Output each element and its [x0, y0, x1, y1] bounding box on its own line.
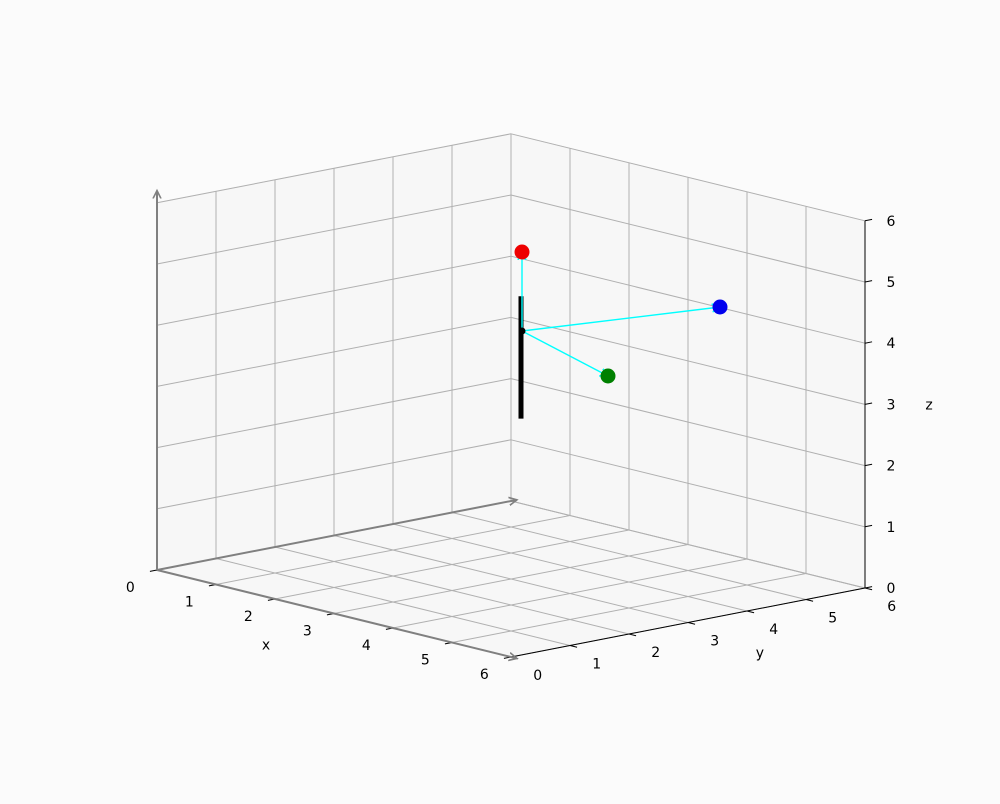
y-tick [628, 633, 637, 637]
x-axis-arrow [156, 569, 517, 658]
green-connector [521, 330, 608, 376]
gridline-floor-y [392, 523, 748, 612]
z-tick [864, 524, 873, 528]
data-series [514, 244, 728, 419]
z-tick-label: 4 [887, 336, 896, 352]
gridline-floor-y [215, 558, 571, 646]
z-tick [864, 463, 873, 467]
gridline-xz-horizontal [510, 378, 866, 467]
z-axis-label: z [925, 397, 932, 413]
x-tick-label: 1 [185, 595, 194, 611]
z-tick-label: 3 [887, 397, 896, 413]
gridline-floor-y [274, 546, 630, 635]
y-tick-label: 6 [887, 599, 896, 615]
y-tick-label: 3 [710, 634, 719, 650]
gridline-xz-horizontal [510, 255, 866, 344]
y-tick-label: 2 [651, 645, 660, 661]
gridline-yz-horizontal [156, 255, 512, 326]
x-tick [149, 569, 158, 572]
z-tick [864, 280, 873, 283]
blue-point [712, 299, 728, 315]
x-tick-label: 6 [480, 667, 489, 683]
y-tick [569, 645, 578, 648]
gridline-xz-horizontal [510, 194, 866, 283]
y-tick [864, 587, 873, 591]
y-tick [805, 599, 814, 602]
gridline-xz-horizontal [510, 133, 866, 222]
gridline-xz-horizontal [510, 316, 866, 405]
z-tick-label: 6 [887, 214, 896, 230]
y-tick-label: 0 [533, 668, 542, 684]
z-tick-label: 2 [887, 459, 896, 475]
y-tick [687, 622, 696, 625]
gridline-xz-horizontal [510, 500, 866, 589]
z-tick [864, 218, 873, 222]
gridline-yz-horizontal [156, 133, 512, 204]
x-tick-label: 0 [126, 580, 135, 596]
z-tick-label: 0 [887, 581, 896, 597]
x-tick-label: 3 [303, 624, 312, 640]
y-tick-label: 4 [769, 622, 778, 638]
y-axis-arrow [156, 500, 517, 571]
blue-connector [521, 307, 720, 332]
gridline-xz-horizontal [510, 439, 866, 528]
hub-point [518, 327, 526, 335]
x-tick-label: 5 [421, 653, 430, 669]
y-tick-label: 1 [592, 657, 601, 673]
x-axis-label: x [262, 638, 270, 654]
z-tick-label: 5 [887, 275, 896, 291]
red-point [514, 244, 530, 260]
z-tick [864, 402, 873, 405]
x-tick-label: 2 [244, 609, 253, 625]
gridline-floor-y [451, 512, 807, 600]
y-tick-label: 5 [828, 611, 837, 627]
x-tick-label: 4 [362, 638, 371, 654]
axis-arrows [157, 191, 517, 659]
gridline-yz-horizontal [156, 194, 512, 265]
gridline-yz-horizontal [156, 439, 512, 510]
gridline-floor-y [333, 535, 689, 623]
gridline-yz-horizontal [156, 316, 512, 387]
z-tick-label: 1 [887, 520, 896, 536]
y-axis-label: y [756, 646, 764, 662]
y-tick [746, 610, 755, 614]
z-tick [864, 586, 873, 589]
tick-labels: 0 1 2 3 4 5 6 0 1 2 3 4 5 6 0 1 2 3 4 5 6 [126, 214, 896, 684]
z-tick [864, 341, 873, 344]
green-point [600, 368, 616, 384]
gridline-yz-horizontal [156, 378, 512, 449]
